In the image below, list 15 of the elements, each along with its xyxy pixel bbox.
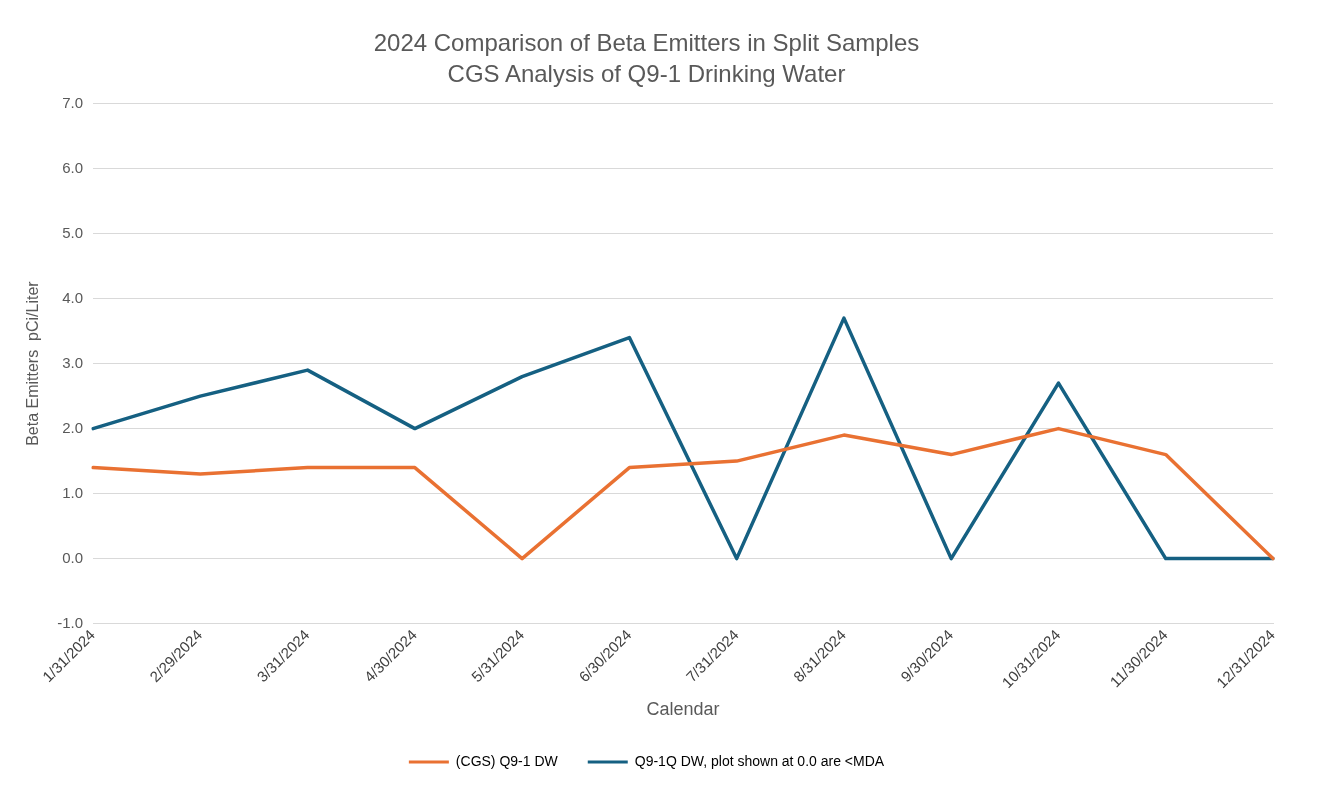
chart-subtitle: CGS Analysis of Q9-1 Drinking Water xyxy=(447,59,846,87)
legend-label: Q9-1Q DW, plot shown at 0.0 are <MDA xyxy=(634,752,885,769)
legend-label: (CGS) Q9-1 DW xyxy=(455,752,559,769)
chart-title: 2024 Comparison of Beta Emitters in Split Samples xyxy=(373,29,920,57)
y-tick-label: 5.0 xyxy=(62,223,84,241)
x-axis-title: Calendar xyxy=(646,699,720,720)
y-axis-title: Beta Emitters pCi/Liter xyxy=(24,280,42,446)
y-tick-label: 1.0 xyxy=(62,483,84,501)
y-tick-label: 6.0 xyxy=(62,158,84,176)
y-tick-label: 7.0 xyxy=(62,93,84,111)
y-tick-label: 2.0 xyxy=(62,418,84,436)
y-tick-label: 3.0 xyxy=(62,353,84,371)
y-tick-label: 0.0 xyxy=(62,548,84,566)
y-tick-label: -1.0 xyxy=(57,613,84,631)
y-tick-label: 4.0 xyxy=(62,288,84,306)
